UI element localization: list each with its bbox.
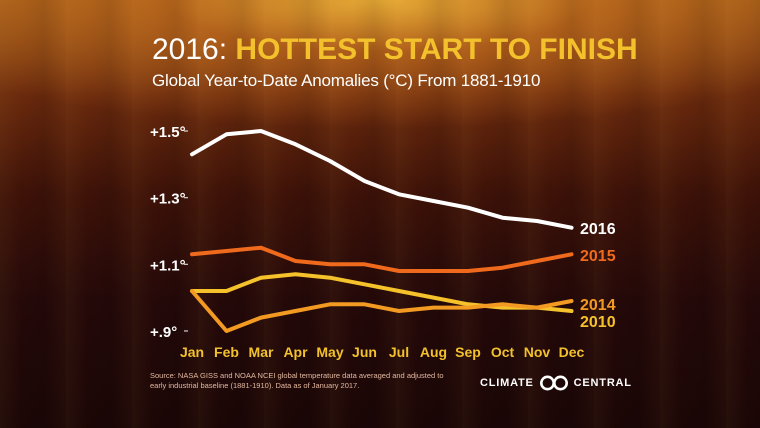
chart-title: 2016: HOTTEST START TO FINISH	[152, 32, 638, 68]
series-label-2014: 2014	[580, 297, 616, 314]
series-line-2015	[190, 245, 574, 273]
logo-word-central: CENTRAL	[573, 377, 632, 389]
y-tick-label: +1.3°	[150, 191, 186, 208]
x-tick-label: Apr	[283, 344, 308, 360]
title-year: 2016:	[152, 33, 228, 66]
series-label-2016: 2016	[580, 221, 616, 238]
source-note: Source: NASA GISS and NOAA NCEI global t…	[150, 371, 444, 390]
series-line-2010	[190, 272, 574, 313]
x-tick-label: Nov	[524, 344, 551, 360]
linked-circles-icon	[539, 375, 568, 391]
series-line-2014	[190, 289, 574, 333]
x-tick-label: Feb	[214, 344, 239, 360]
x-tick-label: Jun	[352, 344, 377, 360]
climate-central-logo: CLIMATE CENTRAL	[480, 374, 632, 392]
x-tick-label: Mar	[249, 344, 274, 360]
series-line-2016	[190, 129, 574, 230]
chart-subtitle: Global Year-to-Date Anomalies (°C) From …	[152, 71, 541, 90]
series-label-2015: 2015	[580, 248, 616, 265]
y-tick-label: +1.1°	[150, 257, 186, 274]
y-tick-label: +1.5°	[150, 124, 186, 141]
title-headline: HOTTEST START TO FINISH	[235, 33, 638, 66]
x-tick-label: Aug	[420, 344, 447, 360]
x-tick-label: May	[316, 344, 343, 360]
x-tick-label: Dec	[559, 344, 585, 360]
series-label-2010: 2010	[580, 314, 616, 331]
x-tick-label: Jul	[389, 344, 409, 360]
x-tick-label: Sep	[455, 344, 481, 360]
y-tick-label: +.9°	[150, 324, 177, 341]
x-tick-label: Jan	[180, 344, 204, 360]
logo-word-climate: CLIMATE	[480, 377, 534, 389]
x-tick-label: Oct	[491, 344, 515, 360]
